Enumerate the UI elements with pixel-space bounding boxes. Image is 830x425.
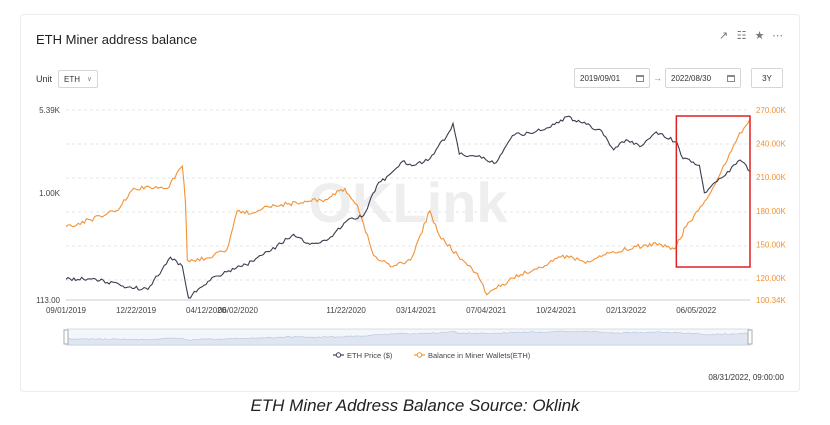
zoom-handle-left [63,329,69,345]
y-right-tick-label: 120.00K [756,274,786,283]
zoom-handle-right [747,329,753,345]
x-tick-label: 10/24/2021 [536,306,577,315]
x-tick-label: 09/01/2019 [46,306,87,315]
zoom-slider-preview [65,330,751,346]
y-right-tick-label: 100.34K [756,296,786,305]
watermark-text: OKLink [308,171,508,234]
end-date-value: 2022/08/30 [671,73,712,83]
range-3y-button[interactable]: 3Y [751,68,783,88]
x-tick-label: 11/22/2020 [326,306,366,315]
legend-label-eth-price: ETH Price ($) [347,351,393,360]
x-tick-label: 06/05/2022 [676,306,717,315]
legend-marker-eth-price [335,352,342,358]
x-tick-label: 06/02/2020 [218,306,259,315]
y-left-tick-label: 113.00 [36,296,60,305]
highlight-rectangle [675,115,751,268]
chart-svg: OKLink 5.39K 1.00K 113.00 270.00K 240.00K 210.… [36,106,786,382]
unit-label: Unit [36,74,53,84]
date-range: 2019/09/01 → 2022/08/30 3Y [574,68,783,88]
y-right-tick-label: 270.00K [756,106,786,115]
x-tick-label: 03/14/2021 [396,306,437,315]
y-right-tick-label: 240.00K [756,140,786,149]
y-right-tick-label: 180.00K [756,207,786,216]
star-icon[interactable]: ★ [754,30,765,42]
end-date-input[interactable]: 2022/08/30 [665,68,741,88]
x-tick-label: 04/12/2020 [186,306,227,315]
calendar-icon [727,74,735,82]
y-left-tick-label: 1.00K [39,189,61,198]
y-right-tick-label: 210.00K [756,173,786,182]
y-left-tick-label: 5.39K [39,106,61,115]
unit-select[interactable]: ETH ∨ [58,70,99,88]
y-right-tick-label: 150.00K [756,240,786,249]
more-icon[interactable]: ⋯ [772,30,783,42]
share-icon[interactable]: ↗ [718,30,729,42]
legend-label-balance: Balance in Miner Wallets(ETH) [428,351,531,360]
unit-value: ETH [64,74,81,84]
x-tick-label: 12/22/2019 [116,306,157,315]
figure-caption: ETH Miner Address Balance Source: Oklink [250,396,580,415]
series-line-balance [65,118,751,296]
unit-row: Unit ETH ∨ [36,70,99,88]
x-tick-label: 07/04/2021 [466,306,507,315]
toolbar: ↗ ☷ ★ ⋯ [718,31,783,42]
series-line-eth-price [65,115,751,299]
timestamp-label: 08/31/2022, 09:00:00 [708,373,784,382]
table-icon[interactable]: ☷ [736,30,747,42]
chevron-down-icon: ∨ [86,76,93,83]
start-date-input[interactable]: 2019/09/01 [574,68,650,88]
calendar-icon [636,74,644,82]
chart-title: ETH Miner address balance [36,32,198,47]
x-tick-label: 02/13/2022 [606,306,647,315]
start-date-value: 2019/09/01 [580,73,621,83]
legend-marker-balance [416,352,423,358]
arrow-right-icon: → [653,73,662,83]
